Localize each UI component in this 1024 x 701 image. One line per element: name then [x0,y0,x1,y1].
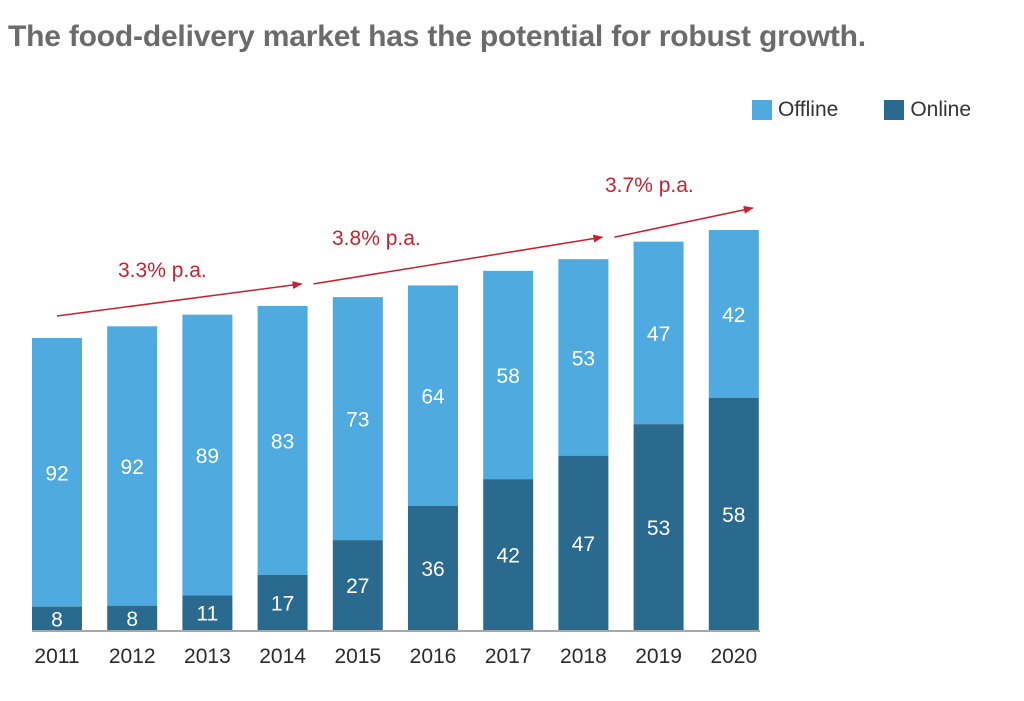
data-label-offline-2012: 92 [121,456,144,479]
x-tick-label-2018: 2018 [560,645,607,668]
cagr-label-1: 3.3% p.a. [118,259,207,282]
data-label-online-2017: 42 [497,545,520,568]
bar-group-2011: 92 8 [32,338,82,631]
data-label-offline-2016: 64 [421,386,445,409]
data-label-online-2011: 8 [51,608,63,631]
bar-offline-2020 [708,229,759,398]
legend-swatch-online [884,100,905,120]
x-tick-label-2013: 2013 [184,645,231,668]
x-tick-label-2011: 2011 [34,645,79,668]
bar-group-2015: 73 27 [332,297,383,630]
data-label-online-2019: 53 [647,517,670,540]
cagr-label-3: 3.7% p.a. [605,174,694,197]
bar-group-2012: 92 8 [107,326,158,631]
bar-offline-2013 [182,314,233,596]
cagr-label-2: 3.8% p.a. [332,227,421,250]
data-label-online-2014: 17 [271,592,294,615]
bar-offline-2018 [558,259,609,456]
data-label-offline-2017: 58 [497,365,520,388]
data-label-offline-2011: 92 [45,462,68,485]
data-label-offline-2019: 47 [647,323,670,346]
bar-online-2018 [558,455,609,630]
x-tick-label-2020: 2020 [710,645,757,668]
x-tick-label-2019: 2019 [635,645,682,668]
data-label-offline-2013: 89 [196,445,219,468]
data-label-offline-2015: 73 [346,409,369,432]
bar-group-2013: 89 11 [182,314,233,630]
data-label-offline-2014: 83 [271,430,294,453]
bar-group-2018: 53 47 [558,259,609,630]
bar-online-2020 [708,397,759,630]
bar-offline-2012 [107,326,158,606]
bar-group-2020: 42 58 [708,229,759,630]
data-label-offline-2018: 53 [572,347,595,370]
bar-group-2019: 47 53 [633,241,684,630]
legend-label-offline: Offline [778,98,839,121]
cagr-arrow-2 [313,234,604,285]
bar-offline-2014 [257,305,308,575]
bar-online-2015 [332,540,383,630]
x-tick-label-2017: 2017 [485,645,532,668]
bar-online-2014 [257,574,308,630]
bar-offline-2011 [32,338,82,607]
bar-group-2017: 58 42 [483,270,534,630]
bar-online-2016 [408,505,458,630]
bar-group-2016: 64 36 [408,285,458,630]
x-tick-label-2012: 2012 [109,645,156,668]
bar-offline-2019 [633,241,684,425]
cagr-arrow-1 [56,281,303,317]
data-label-online-2015: 27 [346,575,369,598]
legend-item-online: Online [884,98,971,122]
legend-item-offline: Offline [752,98,838,122]
data-label-online-2018: 47 [572,533,595,556]
bar-online-2017 [483,479,534,630]
data-label-offline-2020: 42 [722,304,745,327]
bar-online-2013 [182,595,233,630]
bar-online-2012 [107,605,158,630]
bar-online-2019 [633,424,684,630]
legend-label-online: Online [910,98,972,121]
data-label-online-2016: 36 [421,558,444,581]
bar-offline-2017 [483,270,534,480]
x-tick-label-2015: 2015 [334,645,381,668]
chart-title: The food-delivery market has the potenti… [8,20,866,53]
data-label-online-2020: 58 [722,504,745,527]
bar-offline-2015 [332,297,383,541]
bar-offline-2016 [408,285,458,506]
data-label-online-2013: 11 [196,603,218,626]
bar-online-2011 [32,606,82,630]
x-tick-label-2014: 2014 [259,645,306,668]
legend: Offline Online [752,98,971,122]
bar-group-2014: 83 17 [257,305,308,630]
cagr-arrow-3 [614,205,754,238]
legend-swatch-offline [752,100,772,120]
x-tick-label-2016: 2016 [410,645,457,668]
data-label-online-2012: 8 [126,608,138,631]
